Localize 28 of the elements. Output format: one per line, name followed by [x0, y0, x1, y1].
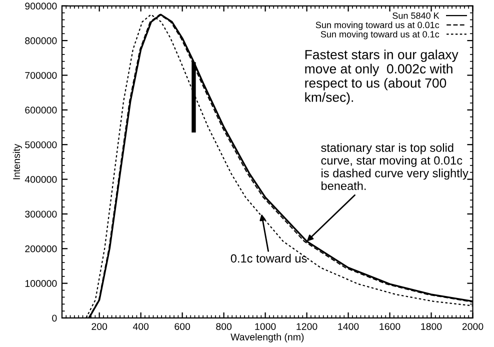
x-tick-label: 800 [216, 323, 232, 330]
y-tick-label: 200000 [25, 245, 57, 252]
x-tick-label: 1000 [255, 323, 276, 330]
y-tick-label: 600000 [25, 106, 57, 114]
x-tick-label: 1400 [338, 323, 359, 330]
x-tick-label: 400 [132, 323, 149, 330]
x-axis-title: Wavelength (nm) [230, 333, 304, 342]
x-tick-label: 200 [92, 323, 108, 330]
x-tick-label: 1200 [296, 323, 318, 330]
y-tick-label: 0 [52, 314, 57, 322]
y-tick-label: 800000 [25, 37, 57, 44]
y-tick-label: 100000 [25, 280, 57, 287]
x-tick-label: 1800 [421, 323, 442, 330]
y-tick-label: 900000 [25, 2, 57, 10]
annotation: stationary star is top solid curve, star moving at 0.01c is dashed curve very slightly beneath. [321, 143, 468, 190]
legend-label: Sun moving toward us at 0.01c [316, 22, 440, 30]
legend-label: Sun moving toward us at 0.1c [320, 30, 440, 40]
annotation: Fastest stars in our galaxy move at only 0.002c with respect to us (about 700 km/sec). [305, 50, 458, 105]
annotation: 0.1c toward us [230, 254, 307, 263]
y-tick-label: 300000 [25, 210, 57, 218]
x-tick-label: 2000 [462, 323, 484, 330]
y-axis-title: Intensity [12, 144, 22, 180]
y-tick-label: 700000 [25, 72, 57, 79]
legend-label: Sun 5840 K [392, 12, 440, 19]
y-tick-label: 400000 [24, 176, 57, 183]
x-tick-label: 600 [174, 323, 190, 330]
x-tick-label: 1600 [380, 323, 400, 330]
y-tick-label: 500000 [25, 141, 57, 148]
